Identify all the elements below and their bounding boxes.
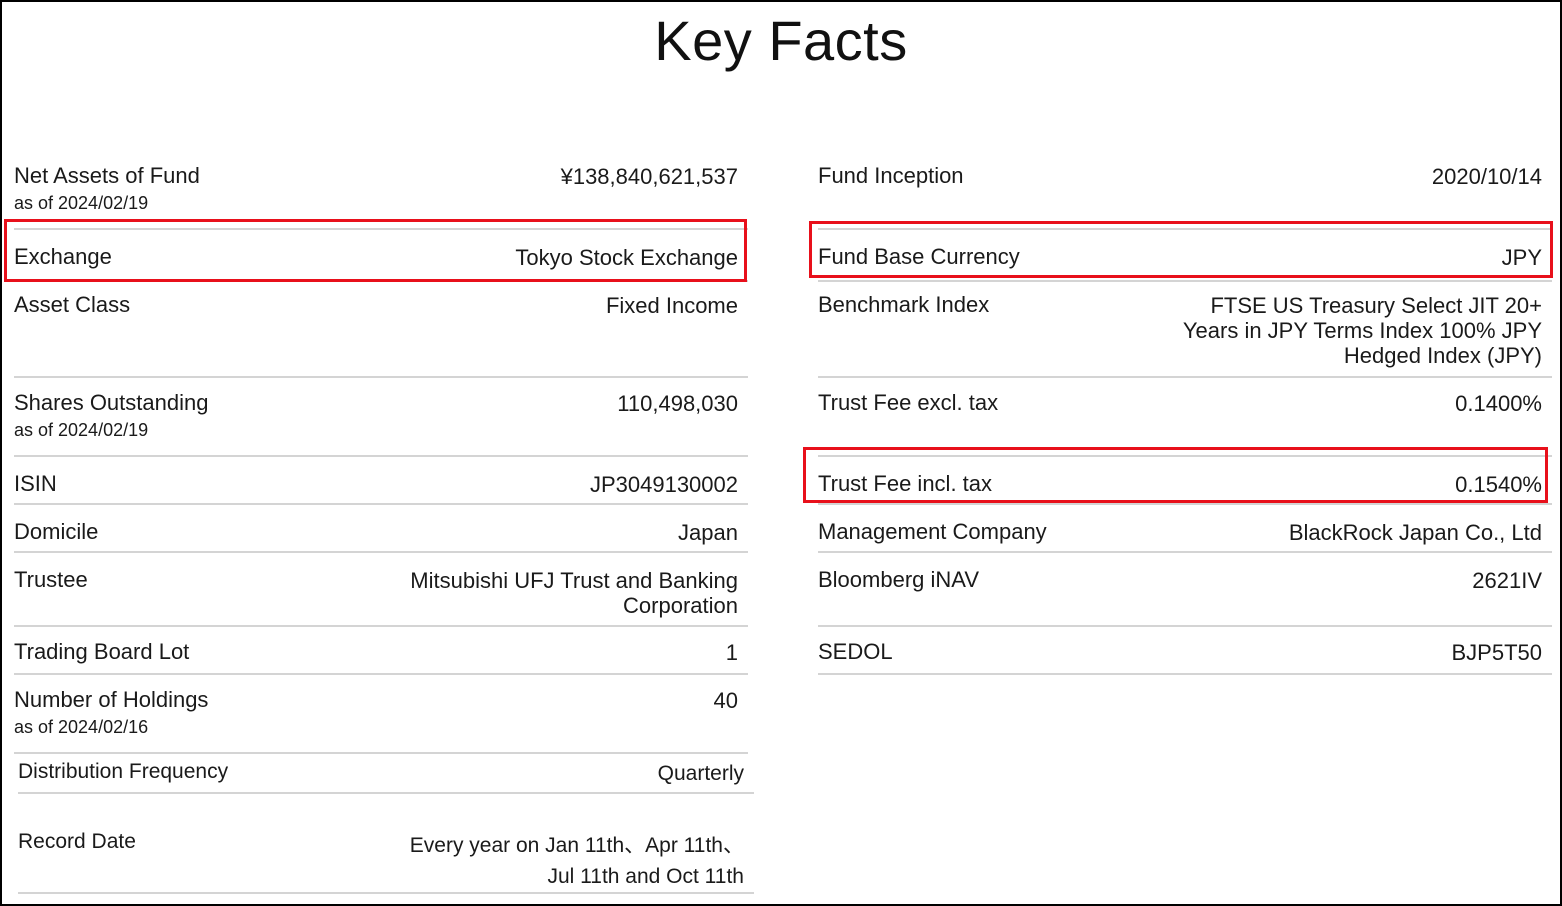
fact-row-benchmark-index: Benchmark Index FTSE US Treasury Select … [818,280,1552,378]
fact-value: 0.1540% [1455,472,1542,497]
fact-value: 2020/10/14 [1431,164,1542,189]
fact-value: Every year on Jan 11th、Apr 11th、 Jul 11t… [409,834,744,888]
fact-value: Tokyo Stock Exchange [515,245,738,270]
fact-row-number-of-holdings: Number of Holdings as of 2024/02/16 40 [14,675,748,754]
fact-value: JPY [1501,245,1542,270]
right-facts-column: Fund Inception 2020/10/14 Fund Base Curr… [818,2,1552,902]
fact-label: Asset Class [14,292,131,317]
fact-label: Distribution Frequency [18,760,229,783]
fact-label: Management Company [818,519,1047,544]
fact-row-distribution-frequency: Distribution Frequency Quarterly [18,754,754,794]
fact-label: Trust Fee incl. tax [818,471,993,496]
fact-label: Trustee [14,567,88,592]
fact-row-bloomberg-inav: Bloomberg iNAV 2621IV [818,553,1552,627]
fact-value: Quarterly [657,762,744,785]
fact-value: Fixed Income [605,293,738,318]
fact-value: 110,498,030 [617,391,738,416]
fact-row-trustee: Trustee Mitsubishi UFJ Trust and Banking… [14,553,748,627]
fact-label: Benchmark Index [818,292,990,317]
fact-value: 2621IV [1472,568,1542,593]
fact-label: Domicile [14,519,99,544]
fact-label: Trading Board Lot [14,639,190,664]
fact-value: Mitsubishi UFJ Trust and Banking Corpora… [410,568,738,618]
fact-label: Bloomberg iNAV [818,567,979,592]
fact-label: Trust Fee excl. tax [818,390,999,415]
fact-row-trust-fee-excl-tax: Trust Fee excl. tax 0.1400% [818,378,1552,457]
highlight-box-trust-fee-incl-tax [803,447,1548,503]
fact-value: 40 [713,688,738,713]
fact-value: FTSE US Treasury Select JIT 20+ Years in… [1182,293,1542,368]
fact-label: Exchange [14,244,112,269]
fact-as-of-date: as of 2024/02/19 [14,420,149,440]
fact-label: ISIN [14,471,57,496]
fact-label: Fund Base Currency [818,244,1020,269]
fact-row-net-assets: Net Assets of Fund as of 2024/02/19 ¥138… [14,157,748,227]
fact-label: SEDOL [818,639,893,664]
fact-value: Japan [678,520,738,545]
fact-row-asset-class: Asset Class Fixed Income [14,280,748,378]
fact-as-of-date: as of 2024/02/16 [14,717,149,737]
fact-value: ¥138,840,621,537 [560,164,738,189]
fact-row-trading-board-lot: Trading Board Lot 1 [14,627,748,675]
fact-label: Number of Holdings [14,687,209,712]
fact-row-record-date: Record Date Every year on Jan 11th、Apr 1… [18,794,754,894]
fact-value: JP3049130002 [589,472,738,497]
fact-row-shares-outstanding: Shares Outstanding as of 2024/02/19 110,… [14,378,748,457]
fact-label: Fund Inception [818,163,964,188]
fact-row-domicile: Domicile Japan [14,505,748,553]
fact-row-management-company: Management Company BlackRock Japan Co., … [818,505,1552,553]
page-title: Key Facts [654,9,908,72]
fact-value: 0.1400% [1455,391,1542,416]
fact-label: Net Assets of Fund [14,163,200,188]
fact-row-fund-inception: Fund Inception 2020/10/14 [818,157,1552,227]
fact-row-sedol: SEDOL BJP5T50 [818,627,1552,675]
fact-row-fund-base-currency: Fund Base Currency JPY [818,228,1552,282]
fact-row-trust-fee-incl-tax: Trust Fee incl. tax 0.1540% [818,457,1552,505]
fact-label: Shares Outstanding [14,390,209,415]
highlight-box-fund-base-currency [809,221,1553,278]
left-facts-column: Net Assets of Fund as of 2024/02/19 ¥138… [14,2,754,902]
fact-value: 1 [725,640,738,665]
fact-as-of-date: as of 2024/02/19 [14,193,149,213]
fact-value: BlackRock Japan Co., Ltd [1288,520,1542,545]
highlight-box-exchange [4,219,747,282]
fact-row-isin: ISIN JP3049130002 [14,457,748,505]
fact-label: Record Date [18,830,136,853]
fact-value: BJP5T50 [1451,640,1543,665]
